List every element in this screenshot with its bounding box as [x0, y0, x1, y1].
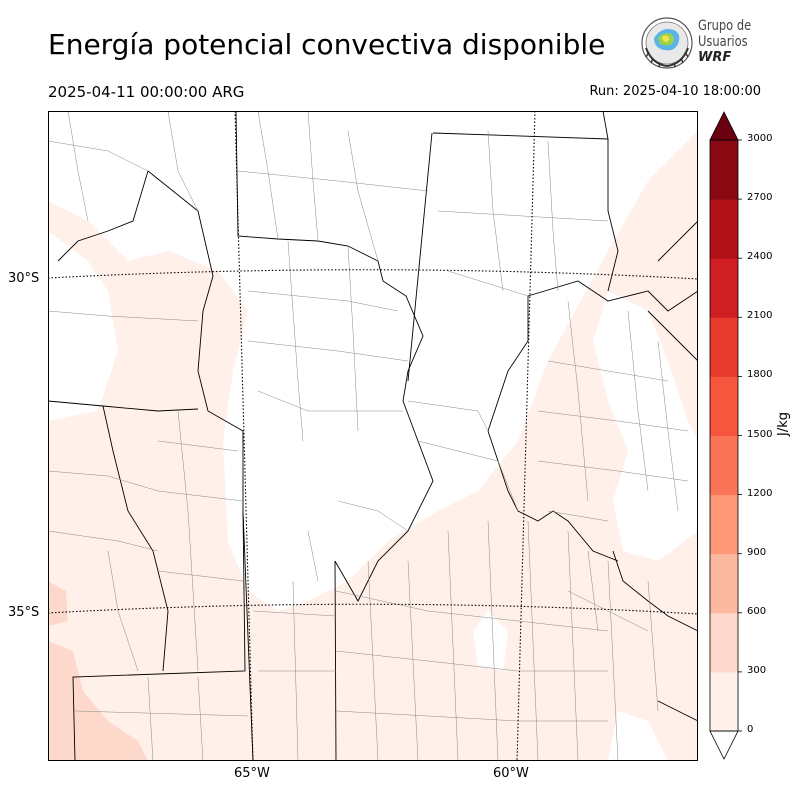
logo-text: Grupo de Usuarios WRF — [698, 18, 763, 66]
colorbar-tick-label: 2700 — [747, 192, 773, 204]
colorbar-segment — [710, 376, 738, 436]
logo-emblem — [641, 17, 693, 69]
province-borders — [48, 111, 698, 761]
map-panel — [48, 111, 698, 761]
logo-line3: WRF — [698, 50, 732, 65]
colorbar-segment — [710, 199, 738, 259]
colorbar-tick-label: 1200 — [747, 487, 773, 499]
colorbar-segment — [710, 494, 738, 555]
wrf-group-logo: Grupo de Usuarios WRF — [640, 16, 760, 72]
colorbar-tick-label: 1800 — [747, 369, 773, 381]
department-borders — [48, 111, 689, 761]
colorbar-unit: J/kg — [776, 412, 791, 436]
lat-label-30s: 30°S — [8, 271, 40, 286]
page-title: Energía potencial convectiva disponible — [48, 28, 606, 61]
colorbar-over-triangle — [709, 111, 739, 141]
colorbar-tick-label: 2400 — [747, 251, 773, 263]
colorbar-tick-label: 1500 — [747, 428, 773, 440]
colorbar-segment — [710, 553, 738, 614]
logo-line1: Grupo de — [698, 18, 752, 34]
colorbar-tick-label: 3000 — [747, 133, 773, 144]
colorbar — [708, 110, 748, 762]
colorbar-tick-label: 2100 — [747, 310, 773, 322]
lon-label-60w: 60°W — [493, 766, 529, 781]
valid-time: 2025-04-11 00:00:00 ARG — [48, 83, 245, 101]
low-cape-areas — [48, 111, 698, 761]
lat-label-35s: 35°S — [8, 605, 40, 620]
colorbar-graphic — [709, 111, 742, 760]
moderate-cape-areas — [48, 581, 148, 761]
colorbar-tick-label: 0 — [747, 724, 754, 735]
run-time: Run: 2025-04-10 18:00:00 — [589, 84, 761, 99]
map-frame — [48, 111, 698, 761]
colorbar-tick-label: 900 — [747, 546, 767, 558]
colorbar-segment — [710, 140, 738, 200]
colorbar-segment — [710, 435, 738, 496]
lon-label-65w: 65°W — [234, 766, 270, 781]
colorbar-tick-label: 300 — [747, 664, 767, 676]
colorbar-segment — [710, 317, 738, 377]
colorbar-segment — [710, 671, 738, 732]
colorbar-under-triangle — [709, 730, 739, 760]
colorbar-tick-label: 600 — [747, 605, 767, 617]
logo-line2: Usuarios — [698, 34, 748, 50]
colorbar-segment — [710, 612, 738, 673]
cape-map — [48, 111, 698, 761]
graticule — [48, 111, 698, 761]
colorbar-segment — [710, 258, 738, 318]
